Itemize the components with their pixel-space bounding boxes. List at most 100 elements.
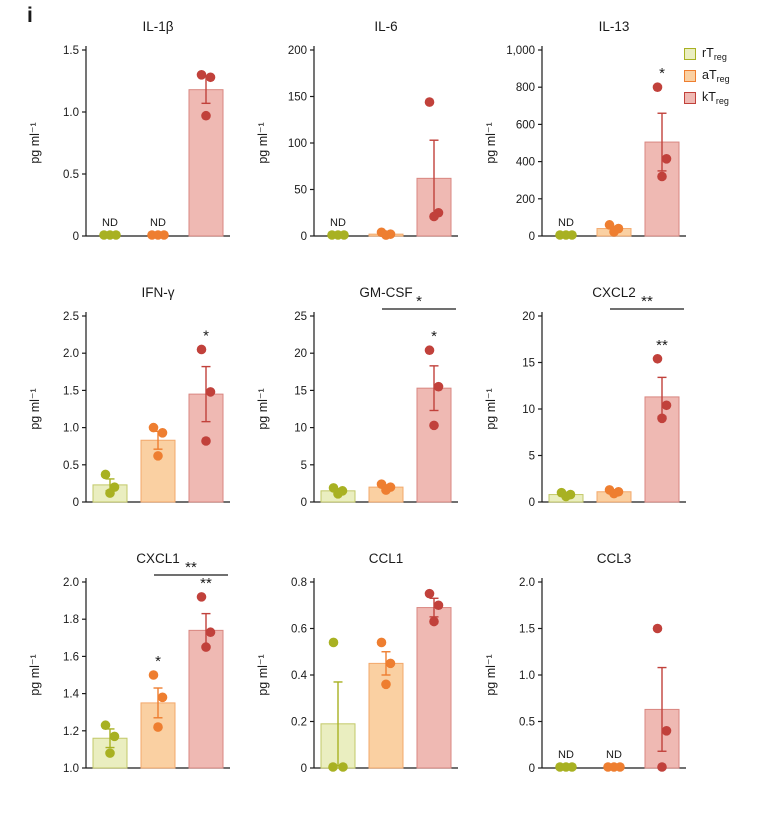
y-tick-label: 2.0 — [519, 577, 535, 589]
y-tick-label: 20 — [294, 348, 307, 360]
y-tick-label: 1.6 — [63, 651, 79, 663]
chart-title: CCL1 — [369, 551, 404, 566]
data-point-kTreg — [201, 642, 211, 652]
data-point-rTreg — [100, 720, 111, 731]
chart-ccl3: CCL3 pg ml⁻¹ 0 0.5 1.0 1.5 2.0 ND ND — [484, 551, 686, 775]
data-point-kTreg — [424, 588, 435, 599]
data-point-rTreg — [105, 488, 115, 498]
data-point-rTreg — [333, 489, 343, 499]
y-tick-label: 2.0 — [63, 348, 79, 360]
y-tick-label: 1.5 — [519, 624, 535, 636]
chart-title: CXCL2 — [592, 285, 636, 300]
nd-label: ND — [606, 749, 622, 761]
significance-star: * — [659, 65, 665, 82]
chart-gm-csf: GM-CSF pg ml⁻¹ 0 5 10 15 20 25 * * — [256, 285, 458, 509]
y-tick-label: 0.5 — [63, 460, 79, 472]
data-point-rTreg — [338, 762, 348, 772]
legend-label: kTreg — [702, 90, 729, 106]
legend-item-ktreg: kTreg — [684, 90, 730, 106]
y-tick-label: 0.5 — [519, 717, 535, 729]
y-axis-label: pg ml⁻¹ — [484, 388, 498, 429]
significance-star: ** — [656, 337, 668, 354]
data-point-rTreg — [567, 762, 577, 772]
chart-title: IFN-γ — [142, 285, 175, 300]
y-tick-label: 0.5 — [63, 169, 79, 181]
y-axis-label: pg ml⁻¹ — [256, 122, 270, 163]
data-point-kTreg — [661, 400, 672, 411]
data-point-aTreg — [385, 658, 396, 669]
legend-swatch — [684, 69, 696, 82]
y-tick-label: 0 — [73, 497, 79, 509]
data-point-aTreg — [153, 722, 163, 732]
data-point-aTreg — [148, 422, 159, 433]
data-point-kTreg — [433, 381, 444, 392]
y-tick-label: 1.8 — [63, 614, 79, 626]
data-point-kTreg — [661, 154, 672, 164]
data-point-kTreg — [661, 726, 672, 736]
data-point-kTreg — [657, 413, 667, 424]
data-point-rTreg — [111, 230, 121, 240]
legend-swatch — [684, 47, 696, 60]
nd-label: ND — [330, 217, 346, 229]
legend: rTreg aTreg kTreg — [684, 46, 730, 106]
data-point-kTreg — [652, 623, 663, 634]
chart-ccl1: CCL1 pg ml⁻¹ 0 0.2 0.4 0.6 0.8 — [256, 551, 458, 775]
data-point-rTreg — [328, 637, 339, 648]
chart-il-6: IL-6 pg ml⁻¹ 0 50 100 150 200 ND — [256, 19, 458, 243]
nd-label: ND — [558, 749, 574, 761]
y-axis-label: pg ml⁻¹ — [256, 388, 270, 429]
data-point-aTreg — [615, 762, 625, 772]
data-point-kTreg — [201, 436, 211, 446]
significance-bracket-star: ** — [185, 559, 197, 576]
y-axis-label: pg ml⁻¹ — [484, 122, 498, 163]
significance-star: * — [203, 327, 209, 344]
data-point-aTreg — [609, 227, 619, 237]
legend-label: aTreg — [702, 68, 730, 84]
legend-item-atreg: aTreg — [684, 68, 730, 84]
data-point-kTreg — [429, 420, 439, 431]
y-tick-label: 0 — [301, 763, 307, 775]
y-tick-label: 1,000 — [506, 45, 535, 57]
bar-kTreg — [188, 89, 224, 237]
data-point-kTreg — [429, 616, 439, 627]
y-axis-label: pg ml⁻¹ — [484, 654, 498, 695]
y-tick-label: 800 — [516, 82, 535, 94]
y-tick-label: 0.4 — [291, 670, 308, 682]
y-tick-label: 1.0 — [519, 670, 535, 682]
y-tick-label: 50 — [294, 185, 307, 197]
chart-title: IL-1β — [142, 19, 173, 34]
data-point-rTreg — [561, 491, 571, 502]
data-point-kTreg — [657, 762, 667, 772]
y-tick-label: 0.8 — [291, 577, 307, 589]
y-tick-label: 5 — [529, 451, 535, 463]
significance-star: * — [155, 653, 161, 670]
y-axis-label: pg ml⁻¹ — [256, 654, 270, 695]
data-point-aTreg — [159, 230, 169, 240]
data-point-kTreg — [205, 72, 216, 83]
y-tick-label: 10 — [294, 423, 307, 435]
y-tick-label: 200 — [288, 45, 307, 57]
charts-grid: IL-1β pg ml⁻¹ 0 0.5 1.0 1.5 ND ND IL-6 pg ml⁻¹ 0 50… — [24, 12, 698, 796]
nd-label: ND — [558, 217, 574, 229]
y-tick-label: 100 — [288, 138, 307, 150]
data-point-kTreg — [196, 344, 207, 355]
significance-bracket-star: ** — [641, 293, 653, 310]
y-tick-label: 0.2 — [291, 717, 307, 729]
y-axis-label: pg ml⁻¹ — [28, 654, 42, 695]
y-tick-label: 10 — [522, 404, 535, 416]
y-tick-label: 15 — [294, 385, 307, 397]
legend-item-rtreg: rTreg — [684, 46, 730, 62]
data-point-rTreg — [567, 230, 577, 240]
data-point-aTreg — [148, 670, 159, 680]
significance-star: * — [431, 328, 437, 345]
chart-title: IL-6 — [374, 19, 397, 34]
data-point-aTreg — [381, 485, 391, 495]
data-point-aTreg — [381, 230, 391, 240]
y-tick-label: 0 — [529, 497, 535, 509]
data-point-aTreg — [609, 488, 619, 499]
chart-ifn-: IFN-γ pg ml⁻¹ 0 0.5 1.0 1.5 2.0 2.5 * — [28, 285, 230, 509]
y-tick-label: 25 — [294, 311, 307, 323]
y-tick-label: 2.0 — [63, 577, 79, 589]
chart-title: CXCL1 — [136, 551, 180, 566]
